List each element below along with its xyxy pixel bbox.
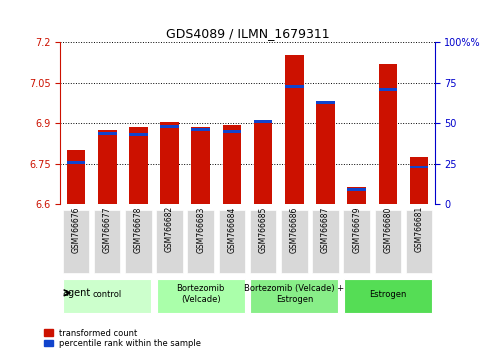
Bar — [347, 188, 366, 191]
Bar — [410, 166, 428, 169]
Bar — [316, 104, 335, 204]
FancyBboxPatch shape — [156, 210, 183, 273]
Text: Estrogen: Estrogen — [369, 290, 407, 298]
Bar — [98, 132, 116, 135]
FancyBboxPatch shape — [375, 210, 401, 273]
Bar — [347, 187, 366, 204]
Text: GSM766680: GSM766680 — [384, 206, 392, 252]
Bar — [316, 101, 335, 104]
Bar — [223, 130, 242, 133]
Bar — [285, 55, 304, 204]
Text: GSM766686: GSM766686 — [290, 206, 299, 252]
Bar — [223, 125, 242, 204]
FancyBboxPatch shape — [63, 210, 89, 273]
Bar — [285, 85, 304, 88]
Bar — [191, 129, 210, 131]
Bar — [254, 121, 272, 204]
Bar — [191, 127, 210, 204]
Bar — [379, 64, 397, 204]
FancyBboxPatch shape — [344, 279, 432, 313]
Bar — [160, 122, 179, 204]
FancyBboxPatch shape — [94, 210, 120, 273]
FancyBboxPatch shape — [313, 210, 339, 273]
Text: GSM766683: GSM766683 — [196, 206, 205, 252]
Bar — [379, 88, 397, 91]
Bar — [98, 130, 116, 204]
FancyBboxPatch shape — [250, 279, 338, 313]
FancyBboxPatch shape — [187, 210, 214, 273]
Text: GSM766681: GSM766681 — [414, 206, 424, 252]
FancyBboxPatch shape — [343, 210, 370, 273]
Text: GSM766679: GSM766679 — [352, 206, 361, 253]
Bar — [67, 161, 85, 164]
Bar — [254, 120, 272, 123]
Text: agent: agent — [62, 288, 90, 298]
Text: GSM766685: GSM766685 — [258, 206, 268, 252]
Title: GDS4089 / ILMN_1679311: GDS4089 / ILMN_1679311 — [166, 27, 329, 40]
Text: GSM766687: GSM766687 — [321, 206, 330, 252]
Text: Bortezomib
(Velcade): Bortezomib (Velcade) — [177, 284, 225, 304]
FancyBboxPatch shape — [125, 210, 152, 273]
Text: GSM766678: GSM766678 — [134, 206, 143, 252]
FancyBboxPatch shape — [157, 279, 245, 313]
Bar — [129, 133, 148, 136]
Bar — [160, 125, 179, 128]
FancyBboxPatch shape — [406, 210, 432, 273]
FancyBboxPatch shape — [281, 210, 308, 273]
Bar — [410, 157, 428, 204]
Bar — [129, 127, 148, 204]
Text: GSM766676: GSM766676 — [71, 206, 81, 253]
Text: control: control — [93, 290, 122, 298]
Legend: transformed count, percentile rank within the sample: transformed count, percentile rank withi… — [43, 327, 203, 350]
FancyBboxPatch shape — [250, 210, 276, 273]
Text: GSM766684: GSM766684 — [227, 206, 237, 252]
Bar — [67, 150, 85, 204]
FancyBboxPatch shape — [63, 279, 151, 313]
FancyBboxPatch shape — [219, 210, 245, 273]
Text: GSM766677: GSM766677 — [103, 206, 112, 253]
Text: Bortezomib (Velcade) +
Estrogen: Bortezomib (Velcade) + Estrogen — [244, 284, 344, 304]
Text: GSM766682: GSM766682 — [165, 206, 174, 252]
